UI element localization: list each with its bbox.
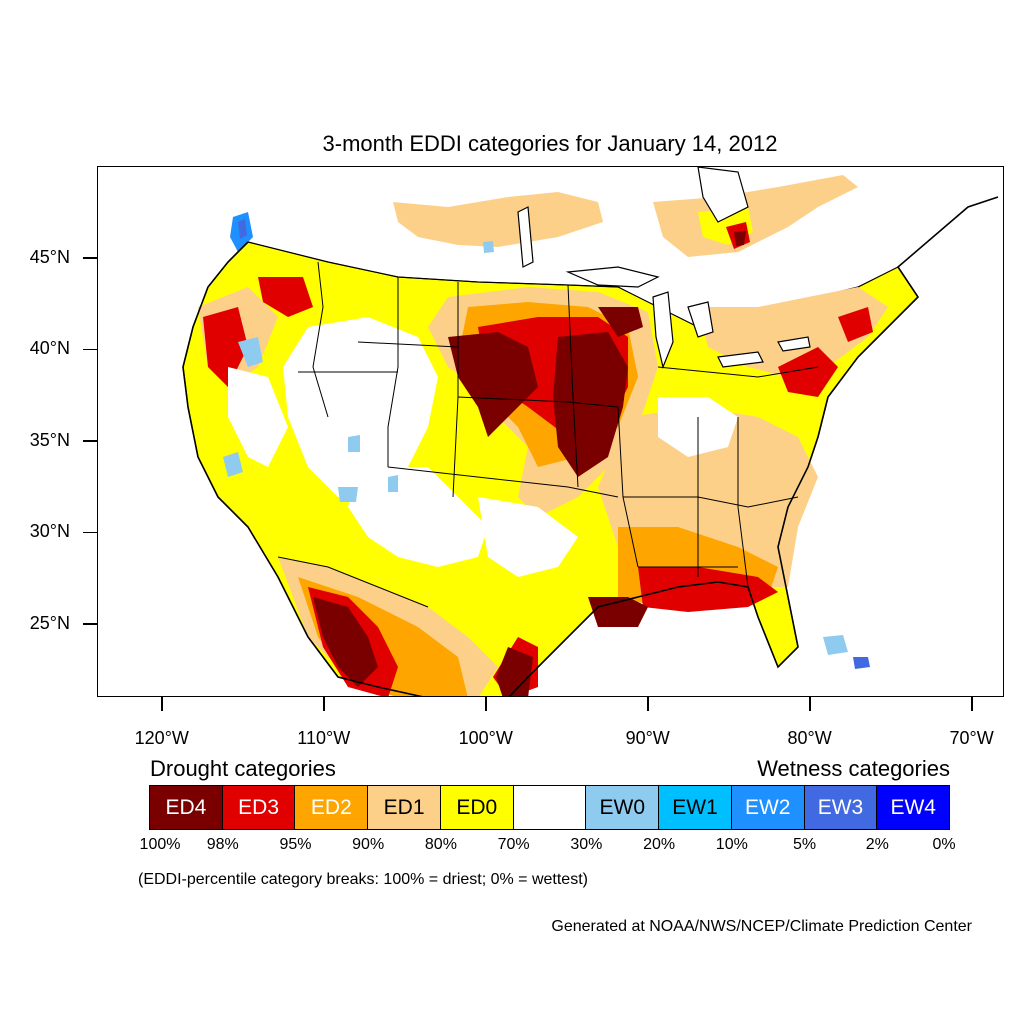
legend-cell: EW2 [730, 785, 805, 830]
lon-tick [323, 697, 325, 711]
legend-break-label: 20% [643, 836, 676, 853]
legend-cell: EW0 [585, 785, 660, 830]
legend-cell: EW4 [876, 785, 951, 830]
eddi-map [182, 167, 999, 696]
legend-cell: ED4 [149, 785, 223, 830]
lat-tick [83, 348, 97, 351]
lon-tick-label: 90°W [625, 728, 670, 748]
boundary-lines [247, 241, 819, 608]
lon-tick [971, 697, 973, 711]
legend-break-label: 5% [792, 836, 817, 853]
lon-tick [809, 697, 811, 711]
legend-cell: EW3 [803, 785, 878, 830]
legend-break-label: 80% [424, 836, 457, 853]
legend-break-label: 98% [206, 836, 239, 853]
lon-tick [485, 697, 487, 711]
legend-break-label: 2% [865, 836, 889, 853]
lat-tick [83, 623, 97, 625]
great-lakes [517, 167, 811, 369]
legend-break-label: 0% [932, 836, 956, 853]
legend-cell: ED3 [221, 785, 296, 830]
lat-tick-label: 35°N [29, 429, 70, 450]
lat-tick-label: 25°N [29, 612, 70, 633]
lat-tick [83, 531, 97, 534]
map-title: 3-month EDDI categories for January 14, … [322, 131, 778, 156]
lon-tick-label: 100°W [458, 728, 513, 748]
coastline [182, 196, 999, 696]
legend-cell: ED0 [439, 785, 514, 830]
lat-tick-label: 45°N [29, 246, 70, 267]
lon-tick [647, 697, 649, 711]
legend-break-label: 90% [352, 836, 385, 853]
legend-break-label: 100% [139, 836, 181, 853]
legend-cell: ED2 [294, 785, 369, 830]
lat-tick-label: 30°N [29, 521, 70, 542]
legend-break-label: 10% [715, 836, 748, 853]
map-plot-area [97, 166, 1004, 697]
legend-break-label: 70% [497, 836, 530, 853]
category-note: (EDDI-percentile category breaks: 100% =… [138, 871, 588, 888]
lon-tick-label: 120°W [134, 728, 189, 748]
legend-cell: EW1 [658, 785, 732, 830]
lon-tick-label: 70°W [949, 728, 994, 748]
legend-break-label: 30% [570, 836, 603, 853]
category-fields [182, 167, 919, 696]
credit-line: Generated at NOAA/NWS/NCEP/Climate Predi… [551, 918, 972, 935]
legend-break-label: 95% [279, 836, 312, 853]
wetness-categories-heading: Wetness categories [757, 756, 950, 781]
lon-tick-label: 80°W [787, 728, 832, 748]
lat-tick [83, 257, 97, 259]
lat-tick [83, 440, 97, 442]
lon-tick-label: 110°W [297, 728, 351, 748]
lon-tick [161, 697, 163, 711]
legend-cell [512, 785, 587, 830]
legend-cell: ED1 [367, 785, 441, 830]
category-legend: ED4 ED3 ED2 ED1 ED0 EW0 EW1 EW2 EW3 EW4 [149, 785, 951, 830]
drought-categories-heading: Drought categories [150, 756, 336, 781]
lat-tick-label: 40°N [29, 338, 70, 359]
